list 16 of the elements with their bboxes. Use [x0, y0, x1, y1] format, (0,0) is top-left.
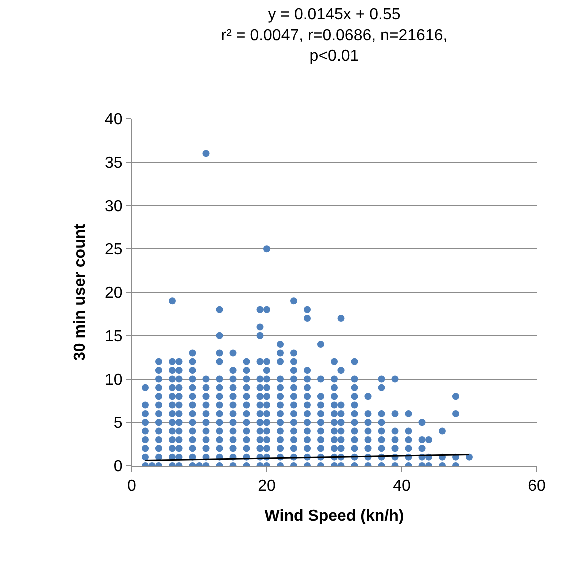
y-tick-label: 25: [105, 242, 123, 259]
y-tick-label: 35: [105, 154, 123, 172]
y-tick-label: 40: [105, 112, 123, 129]
x-axis-title: Wind Speed (kn/h): [264, 508, 404, 525]
y-tick-label: 10: [105, 372, 123, 389]
x-tick-label: 20: [258, 478, 276, 496]
y-axis-title: 30 min user count: [72, 223, 89, 361]
y-tick-label: 15: [105, 328, 123, 346]
y-tick-label: 5: [114, 415, 123, 432]
y-tick-label: 0: [114, 458, 123, 476]
x-tick-label: 60: [528, 478, 546, 496]
chart-title: y = 0.0145x + 0.55 r² = 0.0047, r=0.0686, n=21616, p<0.01: [221, 6, 448, 66]
x-tick-label: 0: [128, 478, 137, 496]
x-tick-label: 40: [393, 478, 411, 496]
y-tick-label: 20: [105, 285, 123, 302]
y-tick-label: 30: [105, 198, 123, 216]
